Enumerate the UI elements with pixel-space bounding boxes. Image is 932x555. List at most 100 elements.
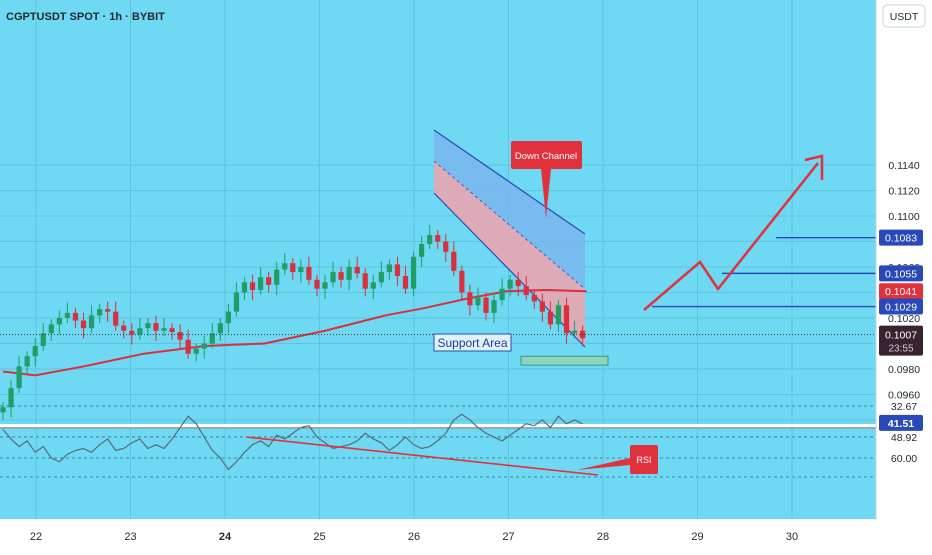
target-levels[interactable] xyxy=(652,236,876,308)
candle xyxy=(137,318,143,340)
candle-body xyxy=(56,318,62,325)
rsi-current-label: 41.51 xyxy=(888,418,914,430)
time-tick-label: 24 xyxy=(219,531,232,543)
candle-body xyxy=(40,333,46,347)
channel-mid-line xyxy=(433,160,586,290)
candle xyxy=(539,293,545,322)
candle-body xyxy=(555,305,562,325)
price-tag-bg xyxy=(879,229,923,246)
candle-body xyxy=(48,324,54,334)
candle xyxy=(507,274,513,297)
candle xyxy=(330,261,336,288)
candle-body xyxy=(483,297,489,313)
time-tick-label: 30 xyxy=(786,531,798,543)
candle-body xyxy=(475,297,481,306)
support-area-label-box[interactable]: Support Area xyxy=(433,333,512,352)
rsi-callout[interactable]: RSI xyxy=(577,445,658,474)
candle-body xyxy=(282,263,288,270)
candle xyxy=(314,274,320,297)
time-tick-label: 25 xyxy=(313,531,325,543)
candle-body xyxy=(322,282,328,289)
rsi-pane[interactable] xyxy=(0,429,876,519)
candle-body xyxy=(177,332,183,340)
candle xyxy=(72,307,79,329)
down-channel-callout[interactable]: Down Channel xyxy=(511,141,582,218)
candle-body xyxy=(225,311,231,324)
price-pane[interactable] xyxy=(0,0,876,424)
candle-body xyxy=(233,292,240,312)
rsi-trendline[interactable] xyxy=(245,436,599,476)
price-tag-label: 0.1041 xyxy=(885,286,917,298)
price-tag: 0.1083 xyxy=(879,229,923,246)
rsi-axis-ticks: 60.00 48.92 32.67 41.51 xyxy=(879,401,923,465)
price-tag: 0.1029 xyxy=(879,298,923,315)
projection-arrow[interactable] xyxy=(643,154,824,311)
candle-body xyxy=(258,277,264,290)
candle-body xyxy=(378,272,384,283)
down-channel-label: Down Channel xyxy=(515,151,577,162)
rsi-current-tag-bg xyxy=(879,414,923,431)
candle-body xyxy=(8,388,14,408)
price-tag-label: 0.1029 xyxy=(885,302,917,314)
candle-body xyxy=(443,241,449,252)
candle-body xyxy=(507,279,513,289)
candle-body xyxy=(370,282,376,289)
candle-body xyxy=(394,264,401,276)
price-tag: 0.1041 xyxy=(879,283,923,300)
candle xyxy=(394,256,401,287)
rsi-tick-label: 48.92 xyxy=(891,432,917,444)
candle xyxy=(8,380,14,418)
candle xyxy=(282,252,288,275)
candle-body xyxy=(16,366,22,389)
candle-body xyxy=(209,333,215,344)
rsi-callout-label: RSI xyxy=(636,455,651,465)
candle-body xyxy=(24,356,30,367)
price-tag-label: 0.1055 xyxy=(885,268,917,280)
currency-button[interactable]: USDT xyxy=(882,4,926,28)
support-area[interactable] xyxy=(520,355,609,366)
price-tag-bg xyxy=(879,298,923,315)
candle-body xyxy=(571,330,578,334)
candle xyxy=(201,335,207,359)
candle-body xyxy=(563,305,570,334)
candle-body xyxy=(72,312,79,321)
candle xyxy=(258,267,264,296)
time-tick-label: 28 xyxy=(597,531,609,543)
candle xyxy=(499,278,505,306)
support-area-label: Support Area xyxy=(437,336,507,350)
countdown-label: 23:55 xyxy=(888,344,913,355)
candle xyxy=(217,318,223,341)
candle-body xyxy=(314,279,320,289)
candle xyxy=(451,241,457,276)
candle-body xyxy=(427,235,433,245)
candle xyxy=(32,338,38,367)
candle-body xyxy=(531,295,537,302)
moving-average-line xyxy=(2,288,587,377)
candle xyxy=(225,303,231,334)
time-tick-label: 26 xyxy=(408,531,420,543)
candle xyxy=(169,323,175,340)
support-zone xyxy=(520,355,609,366)
price-tag-label: 0.1083 xyxy=(885,233,917,245)
candle-body xyxy=(298,267,304,273)
candle xyxy=(40,323,46,352)
candle xyxy=(459,265,465,301)
time-axis[interactable] xyxy=(0,520,932,550)
candle xyxy=(555,300,562,333)
rsi-line xyxy=(2,413,583,471)
candle-body xyxy=(201,343,207,349)
rsi-current-tag: 41.51 xyxy=(879,414,923,431)
candle-body xyxy=(121,325,127,331)
price-tick-label: 0.1020 xyxy=(888,313,920,325)
candle xyxy=(185,329,191,359)
candle-body xyxy=(547,311,553,325)
candle-body xyxy=(386,264,392,273)
candle-body xyxy=(539,301,545,312)
candle-body xyxy=(129,330,135,335)
candle xyxy=(475,287,481,311)
candle-body xyxy=(410,256,417,289)
candle-body xyxy=(241,282,248,293)
candle xyxy=(338,267,344,288)
